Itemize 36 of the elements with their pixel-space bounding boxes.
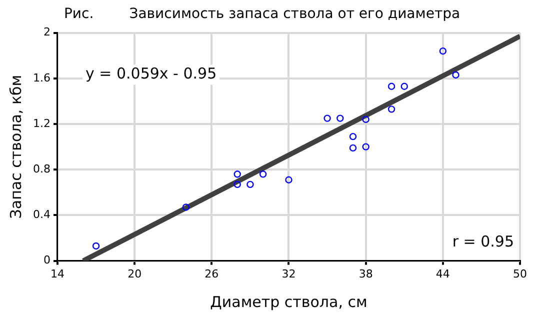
point [336,114,344,122]
y-tick-label: 1.6 [32,71,50,84]
point [349,132,357,140]
point [92,242,100,250]
chart-title: Рис. Зависимость запаса ствола от его диаметра [64,6,460,22]
y-tick-label: 2 [43,26,50,39]
point [324,114,331,122]
point [452,71,460,79]
point [349,144,357,152]
point [234,170,241,178]
x-tick-label: 44 [436,267,450,280]
y-tick-label: 0.4 [32,208,50,222]
point [388,106,396,113]
point [388,82,396,90]
x-tick-label: 32 [282,267,296,280]
annotation: y = 0.059x - 0.95 [85,64,217,83]
x-axis-title: Диаметр ствола, см [210,292,368,311]
x-tick-label: 50 [513,267,527,280]
point [439,47,447,55]
y-tick-label: 1.2 [32,116,50,130]
point [259,170,267,178]
y-tick-label: 0.8 [32,162,50,176]
point [246,180,254,188]
x-tick-label: 14 [50,267,64,280]
point [234,180,241,188]
x-tick-label: 26 [204,267,219,280]
point [285,176,292,184]
point [362,116,370,124]
y-tick-label: 0 [43,254,50,267]
point [400,82,408,90]
x-tick-label: 38 [358,267,373,280]
y-axis-title: Запас ствола, кбм [6,74,25,219]
point [362,143,370,150]
annotation: r = 0.95 [452,232,514,251]
point [182,204,190,211]
x-tick-label: 20 [128,267,142,280]
